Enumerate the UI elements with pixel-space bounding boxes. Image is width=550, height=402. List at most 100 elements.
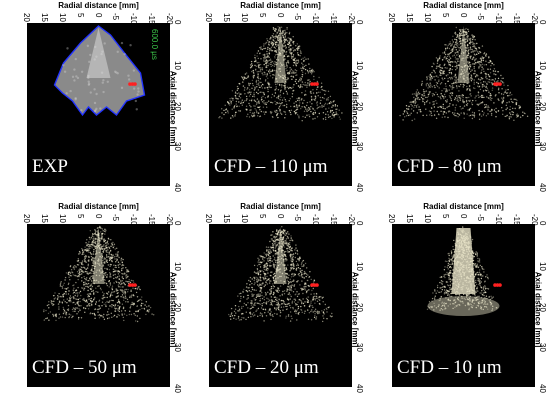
spray-droplet: [271, 93, 274, 96]
spray-droplet: [478, 114, 481, 116]
spray-droplet: [271, 45, 274, 47]
spray-droplet: [274, 264, 276, 266]
spray-droplet: [123, 299, 125, 301]
spray-droplet: [480, 102, 482, 104]
spray-droplet: [302, 102, 304, 104]
spray-droplet: [251, 70, 253, 73]
spray-droplet: [223, 113, 225, 116]
spray-droplet: [515, 114, 518, 116]
spray-droplet: [490, 114, 493, 116]
spray-droplet: [310, 300, 312, 302]
spray-droplet: [463, 117, 465, 120]
spray-droplet: [251, 313, 254, 315]
spray-droplet: [451, 43, 453, 45]
spray-droplet: [274, 111, 277, 113]
spray-droplet: [451, 65, 454, 68]
spray-droplet: [72, 265, 75, 268]
spray-droplet: [461, 300, 464, 303]
spray-droplet: [455, 115, 458, 117]
spray-droplet: [68, 276, 70, 278]
spray-droplet: [481, 86, 484, 88]
spray-droplet: [448, 257, 450, 259]
spray-droplet: [491, 79, 494, 81]
spray-droplet: [489, 68, 492, 70]
spray-droplet: [77, 298, 80, 301]
spray-droplet: [135, 291, 138, 294]
spray-droplet: [464, 304, 467, 307]
spray-droplet: [100, 244, 102, 246]
spray-droplet: [275, 251, 278, 253]
spray-droplet: [473, 302, 475, 305]
spray-droplet: [468, 52, 470, 55]
spray-droplet: [291, 300, 294, 302]
spray-droplet: [487, 61, 490, 64]
spray-droplet: [84, 307, 87, 310]
spray-droplet: [450, 78, 452, 80]
spray-droplet: [113, 315, 115, 317]
spray-droplet: [287, 277, 289, 279]
spray-droplet: [277, 287, 280, 289]
spray-droplet: [303, 59, 305, 62]
spray-droplet: [277, 102, 279, 105]
spray-droplet: [455, 46, 457, 49]
spray-droplet: [90, 272, 93, 274]
spray-droplet: [62, 294, 64, 296]
spray-droplet: [109, 265, 111, 267]
spray-droplet: [472, 87, 475, 89]
spray-droplet: [230, 100, 232, 103]
spray-droplet: [62, 284, 65, 286]
spray-droplet: [284, 41, 286, 44]
spray-droplet: [290, 259, 292, 261]
spray-droplet: [73, 267, 75, 269]
spray-droplet: [258, 279, 260, 281]
spray-droplet: [452, 87, 454, 89]
spray-droplet: [73, 287, 75, 289]
spray-droplet: [250, 290, 252, 293]
spray-droplet: [443, 274, 445, 276]
spray-droplet: [241, 307, 243, 310]
spray-droplet: [292, 291, 295, 293]
spray-droplet: [431, 107, 433, 109]
spray-droplet: [278, 304, 280, 306]
spray-droplet: [246, 115, 248, 118]
spray-droplet: [284, 31, 286, 33]
spray-droplet: [79, 290, 82, 293]
spray-droplet: [259, 286, 262, 289]
spray-droplet: [304, 289, 306, 291]
spray-droplet: [100, 234, 103, 236]
spray-droplet: [258, 259, 260, 261]
spray-droplet: [275, 109, 277, 112]
spray-droplet: [449, 64, 452, 67]
spray-droplet: [485, 76, 487, 79]
spray-droplet: [141, 302, 143, 305]
spray-droplet: [289, 278, 291, 280]
spray-droplet: [318, 298, 320, 300]
spray-droplet: [79, 300, 81, 303]
spray-droplet: [93, 241, 95, 244]
spray-plot-svg: [228, 226, 333, 323]
spray-droplet: [252, 75, 254, 77]
spray-droplet: [76, 298, 78, 300]
spray-droplet: [310, 96, 313, 98]
spray-droplet: [287, 76, 289, 79]
spray-droplet: [457, 113, 460, 115]
spray-droplet: [506, 92, 509, 94]
spray-droplet: [477, 279, 479, 281]
spray-droplet: [89, 293, 92, 295]
spray-droplet: [108, 246, 111, 248]
spray-droplet: [279, 311, 282, 314]
spray-droplet: [256, 284, 259, 286]
spray-droplet: [260, 288, 263, 290]
spray-droplet: [312, 306, 314, 309]
spray-droplet: [302, 115, 304, 118]
spray-droplet: [271, 242, 274, 245]
spray-droplet: [445, 112, 447, 114]
spray-droplet: [274, 63, 276, 66]
spray-droplet: [242, 305, 244, 308]
spray-droplet: [451, 92, 454, 94]
spray-droplet: [110, 276, 112, 278]
spray-droplet: [326, 318, 328, 320]
spray-droplet: [293, 102, 295, 104]
spray-droplet: [293, 284, 296, 286]
spray-droplet: [117, 261, 120, 263]
